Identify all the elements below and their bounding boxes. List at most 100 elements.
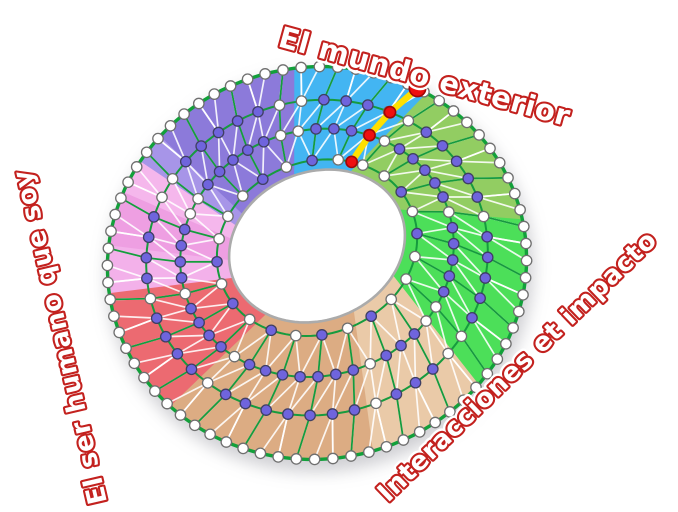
ring-node[interactable] [201,377,214,389]
ring-node[interactable] [109,208,122,221]
ring-node[interactable] [341,322,354,335]
ring-node[interactable] [500,337,512,350]
ring-node[interactable] [481,230,493,243]
ring-node[interactable] [390,388,403,400]
ring-node[interactable] [140,146,153,159]
ring-node[interactable] [282,408,294,420]
ring-node[interactable] [150,312,163,325]
ring-node[interactable] [239,397,252,410]
ring-node[interactable] [161,397,173,410]
ring-node[interactable] [519,271,532,284]
ring-node[interactable] [148,211,160,223]
ring-node[interactable] [348,404,361,416]
ring-node[interactable] [185,302,197,315]
ring-node[interactable] [407,152,419,165]
ring-node[interactable] [508,187,521,200]
ring-node[interactable] [192,192,204,205]
ring-node[interactable] [345,124,358,137]
ring-node[interactable] [113,326,126,339]
ring-node[interactable] [195,140,208,152]
ring-node[interactable] [184,207,197,220]
ring-node[interactable] [347,364,360,376]
ring-node[interactable] [188,419,201,432]
ring-node[interactable] [122,176,134,189]
ring-node[interactable] [260,404,273,416]
ring-node[interactable] [104,293,117,306]
ring-node[interactable] [370,397,382,410]
ring-node[interactable] [219,388,232,401]
ring-node[interactable] [224,80,237,92]
ring-node[interactable] [433,94,446,107]
ring-node[interactable] [231,115,244,127]
ring-node[interactable] [192,97,205,110]
ring-node[interactable] [409,376,422,389]
ring-node[interactable] [138,371,150,384]
ring-node[interactable] [259,68,271,80]
ring-node[interactable] [130,161,143,173]
ring-node[interactable] [115,192,127,204]
ring-node[interactable] [356,159,369,171]
ring-node[interactable] [400,273,412,285]
ring-node[interactable] [290,453,303,465]
ring-node[interactable] [514,203,526,216]
ring-node[interactable] [437,285,450,298]
ring-node[interactable] [304,409,316,422]
ring-node[interactable] [402,114,415,127]
ring-node[interactable] [461,116,473,129]
ring-node[interactable] [395,186,408,198]
ring-node[interactable] [257,135,270,148]
ring-node[interactable] [442,206,455,218]
ring-node[interactable] [455,330,468,343]
ring-node[interactable] [477,210,490,223]
ring-node[interactable] [457,394,470,407]
ring-node[interactable] [295,61,307,74]
ring-node[interactable] [102,276,114,289]
ring-node[interactable] [152,132,164,145]
selected-node[interactable] [345,155,358,169]
ring-node[interactable] [120,342,132,355]
ring-node[interactable] [144,292,157,305]
ring-node[interactable] [329,368,342,381]
ring-node[interactable] [340,95,352,107]
ring-node[interactable] [178,223,191,236]
ring-node[interactable] [520,254,533,267]
ring-node[interactable] [484,142,496,155]
ring-node[interactable] [479,272,492,284]
ring-node[interactable] [380,349,393,362]
ring-node[interactable] [185,363,198,376]
ring-node[interactable] [419,164,431,177]
ring-node[interactable] [241,144,254,156]
ring-node[interactable] [446,221,459,234]
ring-node[interactable] [179,287,192,300]
ring-node[interactable] [204,428,216,441]
ring-node[interactable] [236,190,249,202]
ring-node[interactable] [213,232,225,245]
ring-node[interactable] [141,272,153,285]
ring-node[interactable] [310,123,322,135]
ring-node[interactable] [295,95,308,107]
ring-node[interactable] [520,237,532,250]
selected-node[interactable] [408,79,427,98]
ring-node[interactable] [252,105,264,118]
ring-node[interactable] [105,225,117,238]
ring-node[interactable] [413,426,426,438]
ring-node[interactable] [276,368,289,381]
ring-node[interactable] [306,154,318,167]
ring-node[interactable] [481,367,494,380]
ring-node[interactable] [328,122,340,135]
ring-node[interactable] [308,453,321,466]
ring-node[interactable] [273,99,286,112]
ring-node[interactable] [156,191,168,204]
ring-node[interactable] [140,251,153,264]
ring-node[interactable] [430,301,442,313]
ring-node[interactable] [397,434,410,446]
ring-node[interactable] [378,170,391,182]
ring-node[interactable] [446,254,459,266]
ring-node[interactable] [444,406,456,418]
ring-node[interactable] [101,259,114,272]
ring-node[interactable] [517,220,530,233]
ring-node[interactable] [226,297,239,310]
ring-node[interactable] [164,119,177,132]
ring-node[interactable] [237,442,249,455]
ring-node[interactable] [326,408,339,420]
